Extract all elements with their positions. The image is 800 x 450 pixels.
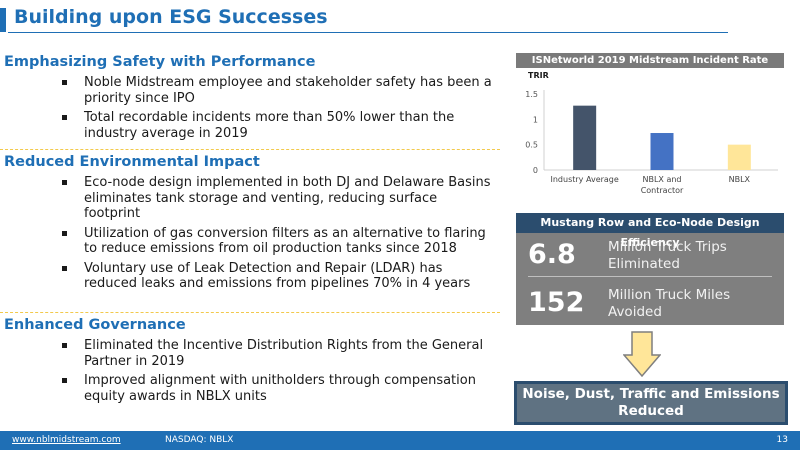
bullet-list: Eliminated the Incentive Distribution Ri… xyxy=(0,338,500,404)
efficiency-label-line: Eliminated xyxy=(608,256,680,272)
y-tick-label: 1.5 xyxy=(525,90,538,99)
bullet-item: Utilization of gas conversion filters as… xyxy=(0,226,500,257)
efficiency-title: Mustang Row and Eco-Node Design Efficien… xyxy=(516,213,784,249)
chart-canvas: TRIR 0 0.5 1 1.5 Industry Average NBLX and Cont… xyxy=(525,71,778,195)
bullet-item: Eco-node design implemented in both DJ a… xyxy=(0,175,500,222)
efficiency-row-miles: 152 Million Truck Miles Avoided xyxy=(516,283,784,323)
efficiency-label: Million Truck Trips Eliminated xyxy=(608,239,727,273)
bullet-text: Improved alignment with unitholders thro… xyxy=(84,373,476,404)
down-arrow-icon xyxy=(623,331,661,377)
title-divider xyxy=(8,32,728,33)
x-tick-label: NBLX and Contractor xyxy=(641,175,684,195)
bullet-text: Noble Midstream employee and stakeholder… xyxy=(84,75,492,106)
bullet-square-icon xyxy=(62,80,67,85)
bullet-list: Eco-node design implemented in both DJ a… xyxy=(0,175,500,292)
slide-title: Building upon ESG Successes xyxy=(14,6,328,28)
section-divider xyxy=(0,312,500,313)
bullet-square-icon xyxy=(62,180,67,185)
y-axis-label: TRIR xyxy=(528,71,549,80)
section-heading: Reduced Environmental Impact xyxy=(4,154,260,170)
section-governance: Enhanced Governance Eliminated the Incen… xyxy=(0,315,500,408)
bullet-text: Eliminated the Incentive Distribution Ri… xyxy=(84,338,484,369)
bullet-square-icon xyxy=(62,343,67,348)
section-heading: Enhanced Governance xyxy=(4,317,186,333)
bar-3 xyxy=(727,144,751,170)
result-line: Reduced xyxy=(618,403,684,419)
efficiency-label-line: Million Truck Trips xyxy=(608,239,727,255)
incident-rate-chart: ISNetworld 2019 Midstream Incident Rate … xyxy=(516,53,784,204)
bullet-item: Total recordable incidents more than 50%… xyxy=(0,110,500,141)
bullet-square-icon xyxy=(62,265,67,271)
bullet-item: Noble Midstream employee and stakeholder… xyxy=(0,75,500,106)
efficiency-divider xyxy=(528,276,772,277)
efficiency-label-line: Avoided xyxy=(608,304,662,320)
section-safety: Emphasizing Safety with Performance Nobl… xyxy=(0,52,500,145)
title-accent-bar xyxy=(0,8,6,32)
footer-bar: www.nblmidstream.com NASDAQ: NBLX 13 xyxy=(0,431,800,450)
bullet-list: Noble Midstream employee and stakeholder… xyxy=(0,75,500,141)
bullet-item: Eliminated the Incentive Distribution Ri… xyxy=(0,338,500,369)
y-tick-label: 0.5 xyxy=(525,141,538,150)
efficiency-panel: Mustang Row and Eco-Node Design Efficien… xyxy=(516,213,784,325)
bar-2 xyxy=(650,133,674,170)
bullet-text: Eco-node design implemented in both DJ a… xyxy=(84,175,491,221)
bullet-square-icon xyxy=(62,230,67,236)
result-line: Noise, Dust, Traffic and Emissions xyxy=(522,386,780,402)
website-link[interactable]: www.nblmidstream.com xyxy=(12,435,121,445)
bar-1 xyxy=(573,105,597,170)
efficiency-row-trips: 6.8 Million Truck Trips Eliminated xyxy=(516,235,784,275)
bullet-item: Voluntary use of Leak Detection and Repa… xyxy=(0,261,500,292)
bullet-square-icon xyxy=(62,378,67,383)
efficiency-value: 152 xyxy=(528,287,585,318)
efficiency-label-line: Million Truck Miles xyxy=(608,287,731,303)
x-tick-label: NBLX xyxy=(729,175,751,184)
bullet-square-icon xyxy=(62,115,67,120)
section-divider xyxy=(0,149,500,150)
page-number: 13 xyxy=(776,435,788,445)
section-environment: Reduced Environmental Impact Eco-node de… xyxy=(0,152,500,296)
result-banner: Noise, Dust, Traffic and Emissions Reduc… xyxy=(514,381,788,425)
efficiency-value: 6.8 xyxy=(528,239,576,270)
bullet-item: Improved alignment with unitholders thro… xyxy=(0,373,500,404)
y-tick-label: 0 xyxy=(533,166,538,175)
chart-title: ISNetworld 2019 Midstream Incident Rate xyxy=(516,53,784,68)
section-heading: Emphasizing Safety with Performance xyxy=(4,54,316,70)
bullet-text: Total recordable incidents more than 50%… xyxy=(84,110,455,141)
efficiency-label: Million Truck Miles Avoided xyxy=(608,287,730,321)
bullet-text: Utilization of gas conversion filters as… xyxy=(84,225,486,257)
ticker-label: NASDAQ: NBLX xyxy=(165,435,234,445)
x-tick-label: Industry Average xyxy=(551,175,619,184)
y-tick-label: 1 xyxy=(533,115,538,124)
bullet-text: Voluntary use of Leak Detection and Repa… xyxy=(84,260,471,292)
